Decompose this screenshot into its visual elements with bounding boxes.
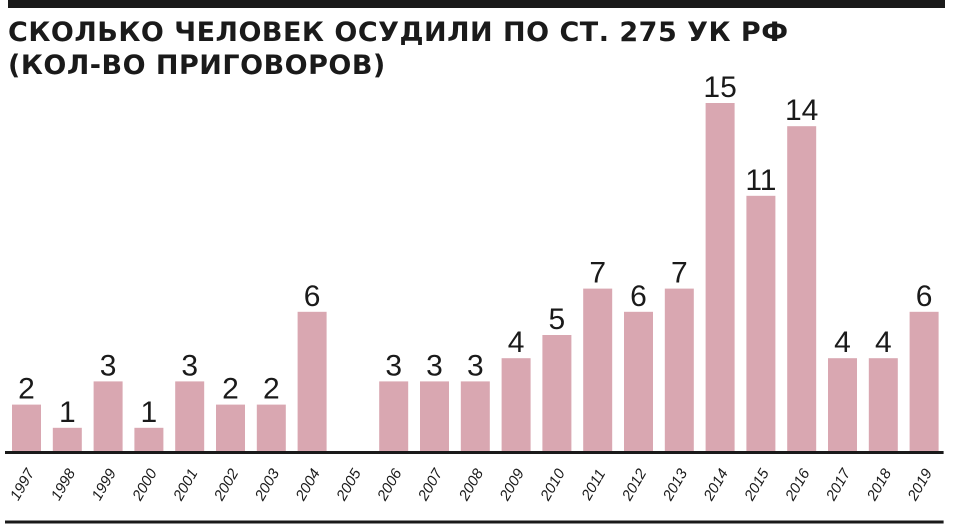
bar-2017 bbox=[828, 358, 857, 451]
tick-label-2016: 2016 bbox=[782, 465, 814, 504]
value-label-1997: 2 bbox=[18, 373, 35, 406]
tick-label-2015: 2015 bbox=[741, 465, 773, 504]
bar-1999 bbox=[93, 381, 123, 451]
chart-title-line-2: (КОЛ-ВО ПРИГОВОРОВ) bbox=[8, 50, 386, 81]
value-label-2006: 3 bbox=[385, 349, 402, 382]
bar-1997 bbox=[12, 404, 41, 451]
bar-2011 bbox=[583, 288, 613, 451]
tick-label-2009: 2009 bbox=[496, 465, 528, 504]
tick-label-2010: 2010 bbox=[537, 465, 569, 504]
tick-label-2014: 2014 bbox=[700, 466, 732, 504]
bar-2014 bbox=[705, 103, 735, 451]
value-label-1999: 3 bbox=[100, 349, 117, 382]
value-label-2014: 15 bbox=[703, 71, 736, 104]
bar-2015 bbox=[746, 195, 776, 451]
bar-2001 bbox=[175, 381, 205, 451]
tick-label-2005: 2005 bbox=[333, 465, 365, 504]
bar-1998 bbox=[52, 427, 82, 451]
bar-2007 bbox=[420, 381, 449, 451]
bar-2002 bbox=[216, 404, 245, 451]
bar-2008 bbox=[460, 381, 490, 451]
chart-title-line-1: СКОЛЬКО ЧЕЛОВЕК ОСУДИЛИ ПО СТ. 275 УК РФ bbox=[8, 17, 789, 48]
tick-label-2004: 2004 bbox=[292, 466, 324, 504]
tick-label-2017: 2017 bbox=[822, 465, 854, 504]
value-label-2003: 2 bbox=[263, 373, 280, 406]
tick-label-2003: 2003 bbox=[251, 465, 283, 504]
tick-label-1998: 1998 bbox=[48, 465, 80, 503]
value-label-2011: 7 bbox=[589, 257, 606, 290]
tick-label-1999: 1999 bbox=[88, 465, 120, 503]
value-label-2018: 4 bbox=[875, 326, 892, 359]
chart-title: СКОЛЬКО ЧЕЛОВЕК ОСУДИЛИ ПО СТ. 275 УК РФ… bbox=[8, 16, 908, 82]
bar-2006 bbox=[379, 381, 409, 451]
tick-label-2006: 2006 bbox=[374, 465, 406, 504]
value-label-2009: 4 bbox=[508, 326, 525, 359]
bar-2003 bbox=[256, 404, 286, 451]
value-label-2008: 3 bbox=[467, 349, 484, 382]
tick-label-1997: 1997 bbox=[7, 465, 39, 503]
value-label-2019: 6 bbox=[916, 280, 933, 313]
tick-label-2001: 2001 bbox=[170, 466, 202, 504]
value-label-2015: 11 bbox=[745, 164, 776, 197]
value-label-2012: 6 bbox=[630, 280, 647, 313]
bar-2019 bbox=[909, 311, 939, 451]
tick-label-2007: 2007 bbox=[414, 465, 446, 504]
top-rule bbox=[8, 0, 945, 8]
bar-2010 bbox=[542, 335, 572, 451]
tick-label-2018: 2018 bbox=[863, 465, 895, 504]
x-tick-labels: 1997 1998 1999 2000 2001 2002 2003 2004 2005 2006… bbox=[7, 465, 936, 504]
bar-2004 bbox=[297, 311, 327, 451]
bar-2000 bbox=[134, 427, 164, 451]
value-label-2004: 6 bbox=[304, 280, 321, 313]
value-label-2017: 4 bbox=[834, 326, 851, 359]
tick-label-2019: 2019 bbox=[904, 465, 936, 504]
tick-label-2012: 2012 bbox=[618, 465, 650, 504]
bar-2013 bbox=[664, 288, 694, 451]
value-label-2010: 5 bbox=[549, 303, 566, 336]
bar-2018 bbox=[868, 358, 898, 451]
tick-label-2008: 2008 bbox=[455, 465, 487, 504]
value-label-2016: 14 bbox=[785, 94, 818, 127]
tick-label-2002: 2002 bbox=[210, 465, 242, 504]
value-label-2013: 7 bbox=[671, 257, 688, 290]
bar-2016 bbox=[787, 126, 817, 451]
value-label-1998: 1 bbox=[59, 396, 76, 429]
tick-label-2011: 2011 bbox=[578, 467, 609, 504]
value-label-2001: 3 bbox=[181, 349, 198, 382]
tick-label-2013: 2013 bbox=[659, 465, 691, 504]
bar-2009 bbox=[501, 358, 531, 451]
bar-2012 bbox=[624, 311, 653, 451]
value-label-2007: 3 bbox=[426, 349, 443, 382]
value-label-2002: 2 bbox=[222, 373, 239, 406]
tick-label-2000: 2000 bbox=[129, 465, 161, 504]
value-label-2000: 1 bbox=[141, 396, 158, 429]
